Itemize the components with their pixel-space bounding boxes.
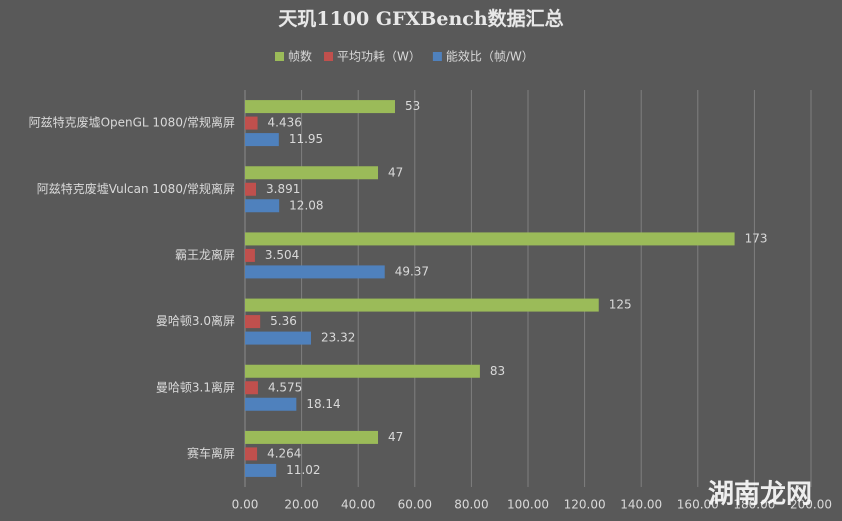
- bar: [245, 315, 261, 329]
- data-label: 83: [490, 364, 505, 378]
- bar: [245, 397, 297, 411]
- x-tick-label: 100.00: [507, 498, 549, 512]
- data-label: 3.891: [266, 182, 300, 196]
- bar: [245, 463, 277, 477]
- bar: [245, 331, 311, 345]
- y-tick-label: 曼哈顿3.1离屏: [156, 379, 235, 394]
- data-label: 47: [388, 430, 403, 444]
- y-tick-label: 阿兹特克废墟Vulcan 1080/常规离屏: [37, 181, 235, 196]
- x-tick-label: 140.00: [620, 498, 662, 512]
- data-label: 11.95: [289, 132, 323, 146]
- data-label: 11.02: [286, 463, 320, 477]
- data-label: 173: [745, 231, 768, 245]
- legend-label: 平均功耗（W）: [337, 50, 421, 64]
- chart-title: 天玑1100 GFXBench数据汇总: [278, 7, 563, 30]
- y-tick-label: 曼哈顿3.0离屏: [156, 313, 235, 328]
- bar: [245, 166, 379, 180]
- x-tick-label: 20.00: [284, 498, 318, 512]
- bar: [245, 364, 480, 378]
- y-tick-label: 霸王龙离屏: [175, 247, 235, 262]
- bar: [245, 248, 255, 262]
- x-tick-label: 40.00: [341, 498, 375, 512]
- bar: [245, 298, 599, 312]
- x-tick-label: 0.00: [232, 498, 259, 512]
- data-label: 4.264: [267, 446, 301, 460]
- bar: [245, 182, 257, 196]
- x-tick-label: 120.00: [564, 498, 606, 512]
- bar: [245, 381, 258, 395]
- bar: [245, 430, 379, 444]
- data-label: 53: [405, 99, 420, 113]
- legend-swatch: [432, 52, 442, 61]
- x-tick-label: 180.00: [733, 498, 775, 512]
- data-label: 4.575: [268, 380, 302, 394]
- data-label: 12.08: [289, 198, 323, 212]
- bar: [245, 100, 395, 114]
- legend-label: 帧数: [288, 49, 312, 64]
- y-tick-label: 阿兹特克废墟OpenGL 1080/常规离屏: [29, 115, 235, 130]
- data-label: 23.32: [321, 331, 355, 345]
- bar: [245, 447, 258, 461]
- bar: [245, 232, 735, 246]
- x-tick-label: 160.00: [677, 498, 719, 512]
- legend-swatch: [324, 52, 334, 61]
- bar: [245, 199, 280, 213]
- data-label: 5.36: [270, 314, 297, 328]
- bar: [245, 116, 258, 130]
- data-label: 125: [609, 298, 632, 312]
- data-label: 3.504: [265, 248, 299, 262]
- data-label: 47: [388, 165, 403, 179]
- data-label: 18.14: [306, 397, 340, 411]
- bar: [245, 133, 279, 147]
- watermark: 湖南龙网: [708, 480, 812, 510]
- data-label: 49.37: [395, 264, 429, 278]
- x-tick-label: 60.00: [398, 498, 432, 512]
- y-tick-label: 赛车离屏: [187, 445, 235, 460]
- bar: [245, 265, 385, 279]
- x-tick-label: 80.00: [454, 498, 488, 512]
- legend-swatch: [275, 52, 284, 61]
- legend-label: 能效比（帧/W）: [446, 49, 534, 64]
- data-label: 4.436: [268, 116, 302, 130]
- x-tick-label: 200.00: [790, 498, 832, 512]
